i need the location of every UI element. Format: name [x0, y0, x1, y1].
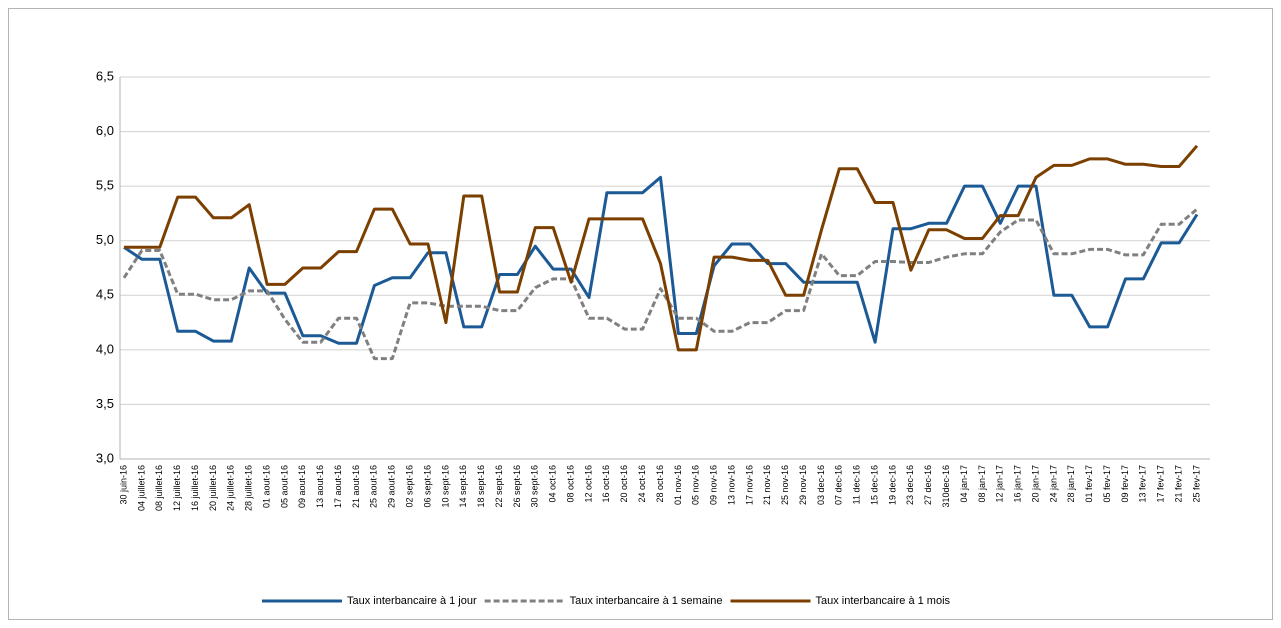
chart-frame [8, 8, 1273, 620]
x-tick-label: 04 oct-16 [548, 465, 558, 503]
x-tick-label: 22 sept-16 [494, 465, 504, 508]
x-tick-label: 15 dec-16 [869, 465, 879, 505]
y-tick-label: 6,5 [96, 68, 114, 83]
y-tick-label: 5,0 [96, 232, 114, 247]
x-tick-label: 25 aout-16 [369, 465, 379, 508]
x-tick-label: 08 jan-17 [977, 465, 987, 503]
x-tick-label: 25 nov-16 [780, 465, 790, 505]
x-tick-label: 27 dec-16 [923, 465, 933, 505]
y-tick-label: 3,5 [96, 396, 114, 411]
x-tick-label: 26 sept-16 [512, 465, 522, 508]
x-tick-label: 25 fev-17 [1191, 465, 1201, 503]
series-line [123, 175, 1199, 345]
x-tick-label: 02 sept-16 [405, 465, 415, 508]
x-tick-label: 20 oct-16 [619, 465, 629, 503]
x-tick-label: 05 nov-16 [691, 465, 701, 505]
x-tick-label: 28 jan-17 [1066, 465, 1076, 503]
x-tick-label: 24 oct-16 [637, 465, 647, 503]
x-tick-label: 08 juillet-16 [154, 465, 164, 511]
x-tick-label: 09 nov-16 [709, 465, 719, 505]
x-tick-label: 12 juillet-16 [172, 465, 182, 511]
x-tick-label: 06 sept-16 [422, 465, 432, 508]
x-tick-label: 18 sept-16 [476, 465, 486, 508]
x-tick-label: 20 juillet-16 [208, 465, 218, 511]
x-tick-label: 23 dec-16 [905, 465, 915, 505]
x-tick-label: 03 dec-16 [816, 465, 826, 505]
x-tick-label: 21 nov-16 [762, 465, 772, 505]
x-tick-label: 12 jan-17 [995, 465, 1005, 503]
x-tick-label: 13 fev-17 [1138, 465, 1148, 503]
x-tick-label: 04 jan-17 [959, 465, 969, 503]
x-tick-label: 17 aout-16 [333, 465, 343, 508]
x-tick-label: 19 dec-16 [887, 465, 897, 505]
x-tick-label: 01 fev-17 [1084, 465, 1094, 503]
y-tick-label: 3,0 [96, 450, 114, 465]
x-tick-label: 05 aout-16 [279, 465, 289, 508]
x-tick-label: 29 nov-16 [798, 465, 808, 505]
x-tick-label: 17 fev-17 [1156, 465, 1166, 503]
y-tick-label: 4,5 [96, 287, 114, 302]
y-tick-label: 6,0 [96, 123, 114, 138]
series-line [124, 144, 1199, 352]
x-tick-label: 05 fev-17 [1102, 465, 1112, 503]
x-tick-label: 29 aout-16 [387, 465, 397, 508]
x-tick-label: 08 oct-16 [565, 465, 575, 503]
x-tick-label: 21 fev-17 [1173, 465, 1183, 503]
x-tick-label: 20 jan-17 [1030, 465, 1040, 503]
legend-label: Taux interbancaire à 1 semaine [570, 595, 723, 607]
legend-label: Taux interbancaire à 1 jour [347, 595, 477, 607]
x-tick-label: 04 juillet-16 [136, 465, 146, 511]
x-tick-label: 310dec-16 [941, 465, 951, 508]
x-tick-label: 16 juillet-16 [190, 465, 200, 511]
x-tick-label: 14 sept-16 [458, 465, 468, 508]
x-tick-label: 30 sept-16 [530, 465, 540, 508]
x-tick-label: 01 nov-16 [673, 465, 683, 505]
legend-label: Taux interbancaire à 1 mois [816, 595, 951, 607]
y-tick-label: 4,0 [96, 341, 114, 356]
x-tick-label: 24 juillet-16 [226, 465, 236, 511]
x-tick-label: 09 fev-17 [1120, 465, 1130, 503]
x-tick-label: 28 oct-16 [655, 465, 665, 503]
x-tick-label: 13 aout-16 [315, 465, 325, 508]
x-tick-label: 16 jan-17 [1013, 465, 1023, 503]
x-tick-label: 28 juillet-16 [244, 465, 254, 511]
x-tick-label: 24 jan-17 [1048, 465, 1058, 503]
x-tick-label: 01 aout-16 [261, 465, 271, 508]
x-tick-label: 07 dec-16 [834, 465, 844, 505]
x-tick-label: 13 nov-16 [726, 465, 736, 505]
x-tick-label: 11 dec-16 [852, 465, 862, 504]
x-tick-label: 30 juin-16 [118, 465, 128, 505]
x-tick-label: 16 oct-16 [601, 465, 611, 503]
x-tick-label: 10 sept-16 [440, 465, 450, 508]
x-tick-label: 17 nov-16 [744, 465, 754, 505]
y-tick-label: 5,5 [96, 178, 114, 193]
x-tick-label: 09 aout-16 [297, 465, 307, 508]
x-tick-label: 21 aout-16 [351, 465, 361, 508]
x-tick-label: 12 oct-16 [583, 465, 593, 503]
series-line [122, 207, 1198, 361]
